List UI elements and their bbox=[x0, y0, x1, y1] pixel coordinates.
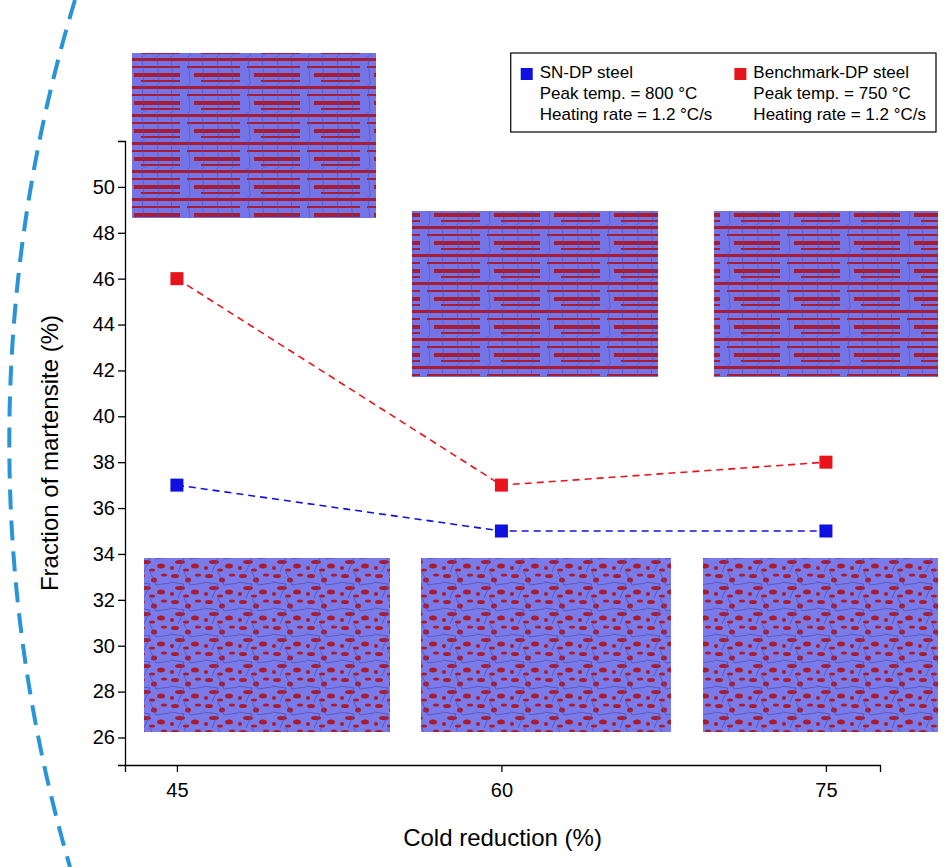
y-tick-label: 40 bbox=[93, 405, 115, 427]
chart: 26 28 30 32 34 36 38 40 42 44 46 48 50 45 60 75 Cold red… bbox=[0, 0, 944, 867]
y-tick-mark bbox=[118, 646, 125, 647]
marker bbox=[495, 525, 508, 538]
x-axis-line bbox=[126, 766, 881, 773]
x-tick: 60 bbox=[491, 765, 513, 801]
marker bbox=[170, 479, 183, 492]
y-tick-label: 32 bbox=[93, 589, 115, 611]
micrograph bbox=[703, 558, 938, 732]
series-line bbox=[177, 279, 826, 485]
x-tick-label: 60 bbox=[491, 779, 513, 801]
y-tick: 36 bbox=[93, 497, 125, 519]
y-tick-mark bbox=[118, 691, 125, 692]
y-tick: 50 bbox=[93, 176, 125, 198]
micrographs bbox=[132, 53, 938, 732]
y-tick-mark bbox=[118, 737, 125, 738]
legend-entry: SN-DP steel Peak temp. = 800 °C Heating ra… bbox=[521, 63, 713, 124]
y-tick: 46 bbox=[93, 268, 125, 290]
y-tick-mark bbox=[118, 600, 125, 601]
y-tick: 32 bbox=[93, 589, 125, 611]
y-tick: 44 bbox=[93, 313, 125, 335]
legend-swatch bbox=[734, 68, 746, 80]
legend-entry: Benchmark-DP steel Peak temp. = 750 °C Hea… bbox=[734, 63, 926, 124]
y-tick-label: 42 bbox=[93, 359, 115, 381]
marker bbox=[819, 456, 832, 469]
series-line bbox=[177, 485, 826, 531]
plot-area bbox=[170, 272, 832, 537]
decorative-arc bbox=[9, 0, 75, 867]
y-tick-mark bbox=[118, 554, 125, 555]
y-tick-label: 34 bbox=[93, 543, 115, 565]
y-axis-line bbox=[118, 142, 126, 766]
x-tick: 75 bbox=[815, 765, 837, 801]
micrograph bbox=[412, 211, 658, 377]
y-tick: 30 bbox=[93, 635, 125, 657]
legend-box bbox=[511, 53, 936, 132]
marker bbox=[495, 479, 508, 492]
y-tick-mark bbox=[118, 416, 125, 417]
y-tick-label: 28 bbox=[93, 680, 115, 702]
y-tick: 40 bbox=[93, 405, 125, 427]
y-tick-label: 50 bbox=[93, 176, 115, 198]
micrograph bbox=[144, 558, 390, 732]
y-axis-title: Fraction of martensite (%) bbox=[36, 315, 63, 591]
y-tick: 34 bbox=[93, 543, 125, 565]
legend-note: Peak temp. = 800 °C bbox=[540, 84, 698, 103]
x-tick-mark bbox=[826, 765, 827, 772]
micrograph bbox=[421, 558, 671, 732]
marker bbox=[170, 272, 183, 285]
micrograph bbox=[714, 211, 938, 377]
x-tick-mark bbox=[501, 765, 502, 772]
y-tick-mark bbox=[118, 462, 125, 463]
legend-note: Heating rate = 1.2 °C/s bbox=[540, 105, 713, 124]
legend-label: SN-DP steel bbox=[540, 63, 633, 82]
x-tick-label: 75 bbox=[815, 779, 837, 801]
y-tick: 48 bbox=[93, 222, 125, 244]
x-axis: 45 60 75 bbox=[126, 765, 881, 801]
x-tick-mark bbox=[177, 765, 178, 772]
legend-note: Peak temp. = 750 °C bbox=[753, 84, 911, 103]
x-axis-title: Cold reduction (%) bbox=[403, 824, 602, 851]
legend: SN-DP steel Peak temp. = 800 °C Heating ra… bbox=[511, 53, 936, 132]
y-tick: 26 bbox=[93, 726, 125, 748]
legend-note: Heating rate = 1.2 °C/s bbox=[753, 105, 926, 124]
legend-swatch bbox=[521, 68, 533, 80]
y-axis: 26 28 30 32 34 36 38 40 42 44 46 48 50 bbox=[93, 142, 126, 766]
y-tick-mark bbox=[118, 278, 125, 279]
y-tick-label: 36 bbox=[93, 497, 115, 519]
y-tick: 42 bbox=[93, 359, 125, 381]
y-tick-label: 26 bbox=[93, 726, 115, 748]
marker bbox=[819, 525, 832, 538]
y-tick-mark bbox=[118, 187, 125, 188]
y-tick: 28 bbox=[93, 680, 125, 702]
x-tick-label: 45 bbox=[166, 779, 188, 801]
y-tick-mark bbox=[118, 324, 125, 325]
y-tick-label: 30 bbox=[93, 635, 115, 657]
y-tick-label: 38 bbox=[93, 451, 115, 473]
x-tick: 45 bbox=[166, 765, 188, 801]
y-tick-label: 48 bbox=[93, 222, 115, 244]
legend-label: Benchmark-DP steel bbox=[753, 63, 909, 82]
y-tick-mark bbox=[118, 233, 125, 234]
y-tick-label: 44 bbox=[93, 313, 115, 335]
micrograph bbox=[132, 53, 376, 218]
y-tick: 38 bbox=[93, 451, 125, 473]
y-tick-mark bbox=[118, 370, 125, 371]
y-tick-mark bbox=[118, 508, 125, 509]
y-tick-label: 46 bbox=[93, 268, 115, 290]
